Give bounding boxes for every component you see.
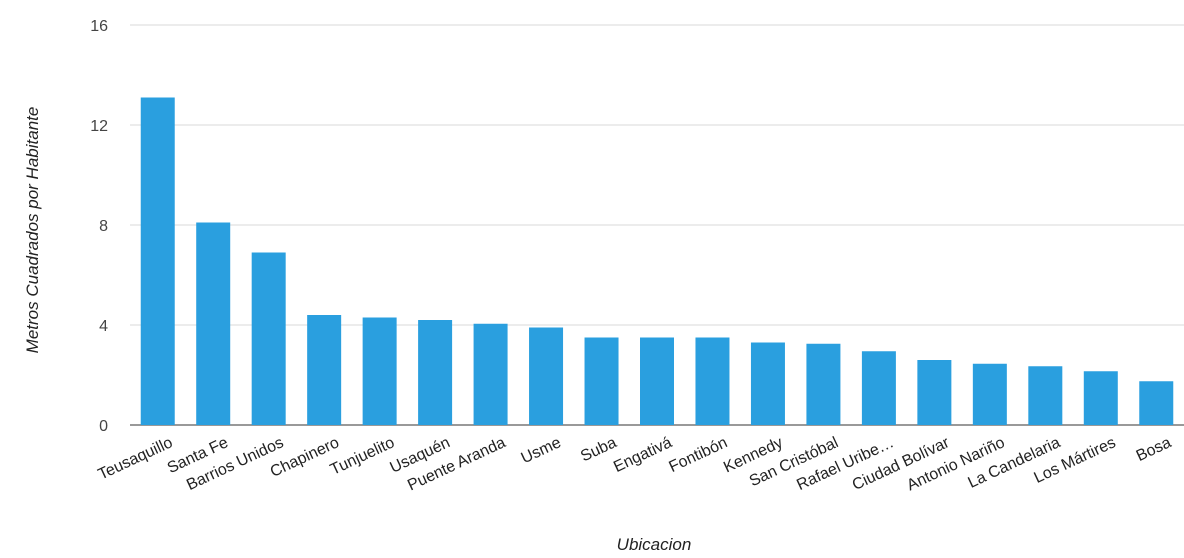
bar (750, 342, 785, 425)
bar (418, 320, 453, 425)
x-tick-label: Fontibón (667, 434, 731, 476)
y-axis-title: Metros Cuadrados por Habitante (23, 107, 42, 354)
bar (362, 317, 397, 425)
bar (806, 343, 841, 425)
bar (972, 363, 1007, 425)
bar (1083, 371, 1118, 425)
bar (861, 351, 896, 425)
x-tick-label: Bosa (1134, 434, 1174, 465)
y-tick-label: 4 (99, 318, 108, 335)
x-axis-title: Ubicacion (617, 535, 692, 554)
bar (196, 222, 231, 425)
bar (529, 327, 564, 425)
x-tick-label: Engativá (611, 434, 675, 476)
x-tick-label: Tunjuelito (328, 434, 398, 479)
y-tick-label: 16 (90, 18, 108, 35)
bar (1028, 366, 1063, 425)
bar (251, 252, 286, 425)
bar (140, 97, 175, 425)
bar (307, 315, 342, 425)
y-tick-label: 12 (90, 118, 108, 135)
y-axis-ticks: 0 4 8 12 16 (90, 18, 108, 435)
gridlines (130, 24, 1184, 426)
bar (584, 337, 619, 425)
x-tick-label: Teusaquillo (96, 434, 176, 483)
bar (473, 323, 508, 425)
bar (640, 337, 674, 425)
bar (695, 337, 730, 425)
y-tick-label: 8 (99, 218, 108, 235)
bars (140, 97, 1174, 425)
bar (917, 360, 952, 425)
x-tick-label: Usme (519, 434, 564, 467)
bar (1139, 381, 1174, 425)
y-tick-label: 0 (99, 418, 108, 435)
